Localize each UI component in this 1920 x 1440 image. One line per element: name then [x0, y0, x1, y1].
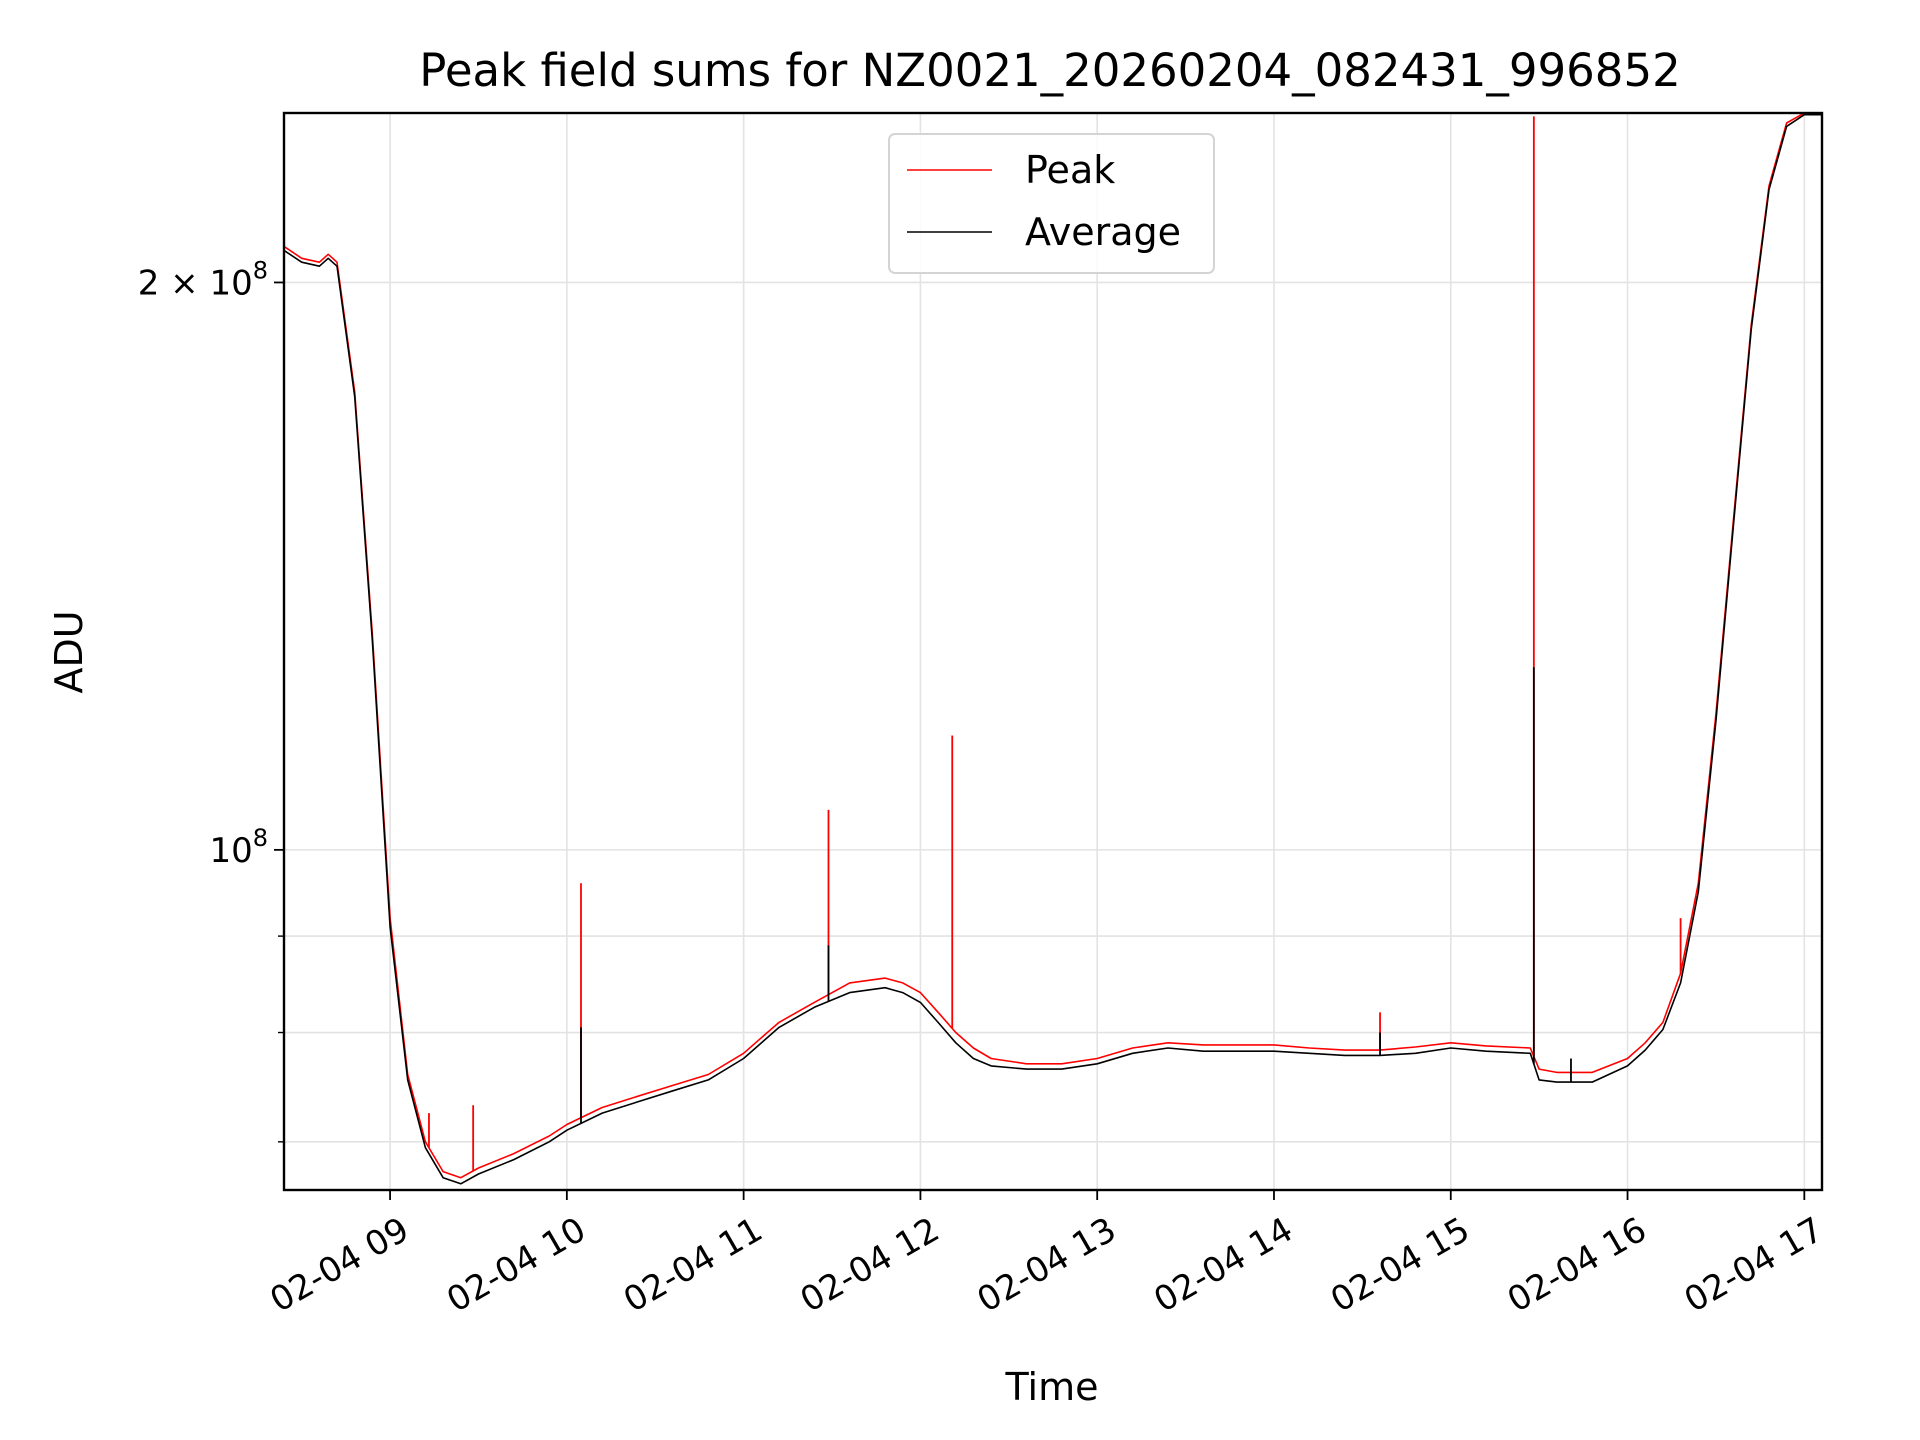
y-axis: 108 2 × 108	[138, 256, 284, 1143]
peak-series-line	[284, 113, 1822, 1179]
legend-average-label: Average	[1025, 210, 1181, 254]
legend: Peak Average	[888, 133, 1215, 274]
series-layer	[284, 113, 1822, 1185]
legend-peak-label: Peak	[1025, 148, 1115, 192]
y-tick-label: 2 × 108	[138, 256, 268, 303]
y-axis-label: ADU	[47, 610, 91, 693]
x-axis-label: Time	[1005, 1365, 1099, 1409]
legend-box	[888, 133, 1215, 274]
chart-title: Peak field sums for NZ0021_20260204_0824…	[419, 44, 1680, 97]
y-tick-label: 108	[209, 824, 268, 871]
plot-frame	[282, 111, 1824, 1192]
average-series-line	[284, 113, 1822, 1185]
grid	[284, 113, 1822, 1190]
